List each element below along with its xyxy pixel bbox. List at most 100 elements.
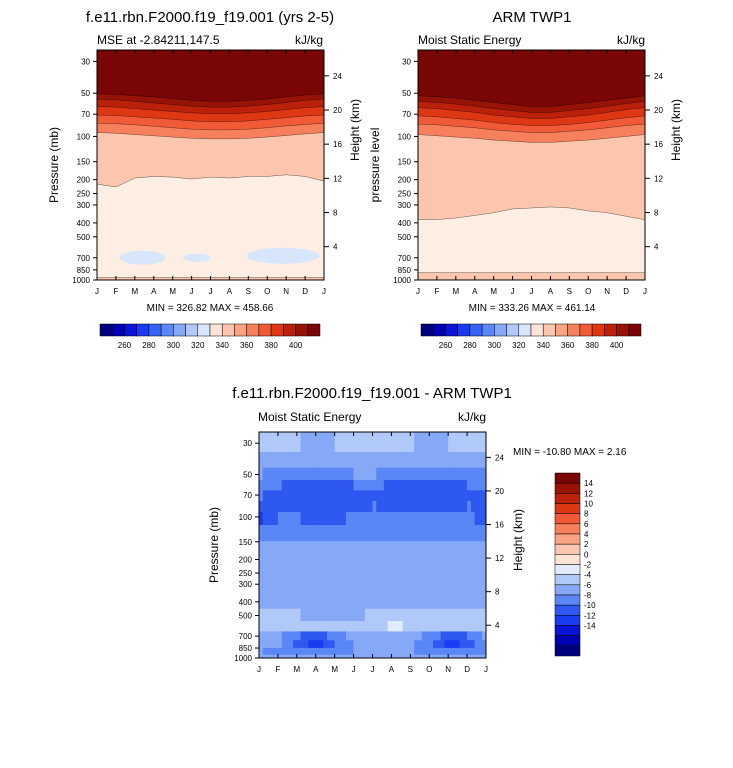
field-cell <box>470 511 476 526</box>
field-cell <box>319 501 324 513</box>
field-cell <box>323 654 328 658</box>
field-cell <box>274 647 279 656</box>
field-cell <box>448 631 453 641</box>
field-cell <box>440 647 445 656</box>
field-cell <box>323 561 328 589</box>
field-cell <box>315 587 321 610</box>
field-cell <box>387 524 393 542</box>
colorbar-label: -4 <box>584 571 592 580</box>
field-cell <box>311 640 317 649</box>
field-cell <box>270 467 275 481</box>
y-tick-label: 1000 <box>393 276 411 285</box>
field-cell <box>346 541 351 562</box>
field-cell <box>349 654 355 658</box>
field-cell <box>482 621 486 633</box>
field-cell <box>266 432 271 453</box>
field-cell <box>274 621 279 633</box>
field-cell <box>459 561 464 589</box>
field-cell <box>300 654 305 658</box>
field-cell <box>463 561 468 589</box>
field-cell <box>448 541 453 562</box>
field-cell <box>346 640 351 649</box>
field-cell <box>353 432 358 453</box>
field-cell <box>387 631 393 641</box>
field-cell <box>402 480 408 491</box>
field-cell <box>433 587 438 610</box>
field-cell <box>368 480 374 491</box>
field-cell <box>387 501 393 513</box>
x-tick-label: S <box>246 287 251 296</box>
field-cell <box>361 451 366 469</box>
field-cell <box>383 524 389 542</box>
field-cell <box>274 640 279 649</box>
field-cell <box>482 640 486 649</box>
field-cell <box>417 501 423 513</box>
field-cell <box>429 490 434 502</box>
field-cell <box>406 480 411 491</box>
field-cell <box>323 432 328 453</box>
y-tick-label: 300 <box>77 201 91 210</box>
colorbar-swatch <box>554 645 581 657</box>
y2-tick-label: 8 <box>654 208 659 217</box>
field-cell <box>262 490 268 502</box>
field-cell <box>315 654 321 658</box>
field-cell <box>467 467 472 481</box>
field-cell <box>414 467 419 481</box>
field-cell <box>417 432 423 453</box>
field-cell <box>304 608 309 622</box>
field-cell <box>311 451 317 469</box>
colorbar-swatch <box>99 323 113 337</box>
field-cell <box>259 451 264 469</box>
field-cell <box>459 511 464 526</box>
field-cell <box>444 561 449 589</box>
colorbar-swatch <box>604 323 617 337</box>
colorbar-label: 300 <box>488 341 502 350</box>
field-cell <box>380 608 385 622</box>
field-cell <box>285 654 290 658</box>
field-cell <box>338 524 343 542</box>
field-cell <box>380 631 385 641</box>
field-cell <box>417 511 423 526</box>
field-cell <box>482 501 486 513</box>
y-tick-label: 100 <box>77 132 91 141</box>
field-cell <box>353 490 358 502</box>
field-cell <box>270 524 275 542</box>
field-cell <box>285 640 290 649</box>
field-cell <box>444 451 449 469</box>
field-cell <box>277 608 283 622</box>
field-cell <box>398 490 404 502</box>
field-cell <box>346 501 351 513</box>
field-cell <box>311 490 317 502</box>
field-cell <box>259 654 264 658</box>
field-cell <box>364 501 370 513</box>
field-cell <box>342 647 347 656</box>
field-cell <box>383 647 389 656</box>
y-tick-label: 1000 <box>234 654 252 663</box>
field-cell <box>417 490 423 502</box>
field-cell <box>364 654 370 658</box>
field-cell <box>470 480 476 491</box>
field-cell <box>455 587 461 610</box>
field-cell <box>274 608 279 622</box>
field-cell <box>448 608 453 622</box>
field-cell <box>364 587 370 610</box>
field-cell <box>327 621 332 633</box>
field-cell <box>319 587 324 610</box>
field-cell <box>281 621 287 633</box>
field-cell <box>327 541 332 562</box>
field-cell <box>319 480 324 491</box>
field-cell <box>330 480 336 491</box>
field-cell <box>334 432 340 453</box>
field-cell <box>433 640 438 649</box>
field-cell <box>429 587 434 610</box>
field-cell <box>277 561 283 589</box>
field-cell <box>346 524 351 542</box>
field-cell <box>304 480 309 491</box>
colorbar-swatch <box>283 323 296 337</box>
colorbar-swatch <box>197 323 211 337</box>
field-cell <box>410 467 415 481</box>
field-cell <box>315 451 321 469</box>
field-cell <box>293 501 298 513</box>
field-cell <box>436 587 442 610</box>
left-subtitle: Moist Static Energy <box>418 33 521 47</box>
